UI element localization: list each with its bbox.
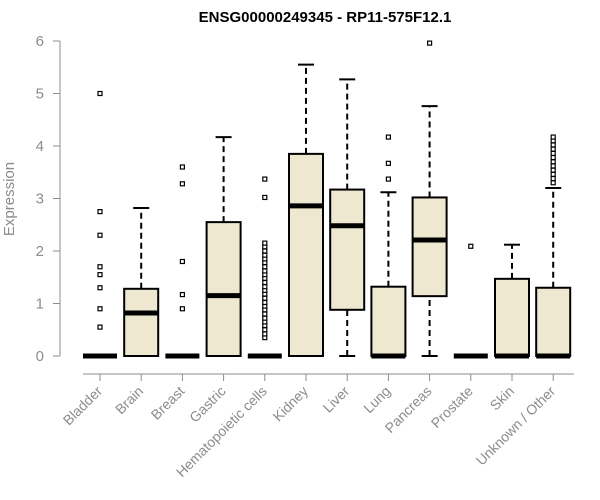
box-group (535, 134, 572, 359)
box-group (370, 134, 407, 359)
outlier-point (97, 264, 103, 270)
y-axis-label: Expression (1, 162, 18, 236)
outlier-point (427, 40, 433, 46)
boxes (83, 40, 572, 359)
category-label: Bladder (60, 383, 106, 429)
category-label: Liver (320, 383, 353, 416)
outlier-point (97, 272, 103, 278)
outlier-point (262, 299, 268, 306)
outlier-point (550, 180, 556, 186)
y-tick-label: 4 (36, 138, 44, 155)
outlier-point (97, 285, 103, 291)
box-iqr (205, 221, 242, 357)
y-tick-label: 5 (36, 86, 44, 103)
outlier-point (262, 311, 268, 317)
outlier-point (97, 306, 103, 312)
category-label: Lung (360, 383, 393, 416)
outlier-point (262, 252, 268, 258)
y-ticks: 0 1 2 3 4 5 6 (36, 33, 60, 365)
chart-title: ENSG00000249345 - RP11-575F12.1 (199, 9, 452, 26)
outlier-point (550, 171, 556, 177)
box-group (288, 63, 324, 357)
outlier-point (550, 175, 556, 182)
outlier-point (262, 176, 268, 182)
category-label: Breast (148, 383, 188, 423)
outlier-point (179, 181, 185, 187)
outlier-point (262, 279, 268, 286)
box-group (165, 164, 200, 359)
y-tick-label: 1 (36, 296, 44, 313)
outlier-point (97, 324, 103, 330)
outlier-point (550, 163, 556, 169)
box-iqr (535, 286, 572, 357)
box-group (83, 90, 117, 359)
outlier-point (179, 306, 185, 312)
box-group (329, 78, 366, 357)
outlier-point (179, 164, 185, 170)
category-label: Kidney (270, 383, 312, 425)
outlier-point (550, 159, 556, 165)
outlier-point (262, 284, 268, 290)
box-group (494, 243, 530, 359)
y-tick-label: 2 (36, 243, 44, 260)
outlier-point (385, 176, 391, 182)
outlier-point (179, 291, 185, 298)
outlier-point (262, 194, 268, 201)
outlier-point (97, 90, 103, 97)
box-iqr (411, 196, 448, 298)
outlier-point (550, 150, 556, 156)
outlier-point (550, 154, 556, 161)
box-iqr (370, 285, 407, 358)
box-iqr (123, 287, 160, 357)
box-group (205, 136, 242, 357)
outlier-point (262, 240, 268, 246)
outlier-point (97, 209, 103, 215)
outlier-point (179, 258, 185, 265)
category-label: Brain (112, 383, 146, 417)
outlier-point (262, 331, 268, 337)
y-tick-label: 3 (36, 191, 44, 208)
outlier-point (550, 134, 556, 140)
outlier-point (262, 327, 268, 333)
outlier-point (550, 167, 556, 173)
outlier-point (262, 264, 268, 270)
box-group (247, 176, 282, 359)
outlier-point (385, 160, 391, 166)
box-iqr (329, 188, 366, 311)
outlier-point (550, 142, 556, 148)
outlier-point (262, 248, 268, 254)
outlier-point (550, 146, 556, 152)
box-group (453, 243, 488, 359)
outlier-point (262, 315, 268, 321)
outlier-point (468, 243, 474, 249)
outlier-point (97, 232, 103, 238)
outlier-point (385, 134, 391, 140)
y-tick-label: 0 (36, 348, 44, 365)
box-group (411, 40, 448, 357)
category-label: Skin (487, 383, 518, 414)
box-group (123, 206, 160, 357)
y-tick-label: 6 (36, 33, 44, 50)
outlier-point (262, 268, 268, 274)
box-iqr (494, 277, 530, 358)
box-iqr (288, 152, 324, 357)
category-label: Prostate (428, 383, 476, 431)
outlier-point (262, 295, 268, 301)
